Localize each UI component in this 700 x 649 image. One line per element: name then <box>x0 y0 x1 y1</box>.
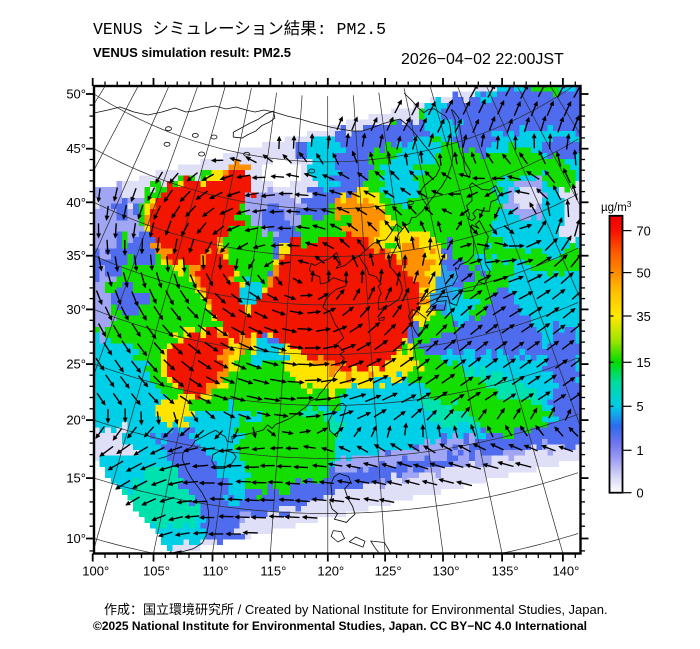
svg-text:35°: 35° <box>66 248 86 263</box>
svg-text:作成：国立環境研究所 / Created by Nation: 作成：国立環境研究所 / Created by National Institu… <box>104 602 608 617</box>
svg-text:20°: 20° <box>66 413 86 428</box>
svg-text:35: 35 <box>637 309 651 324</box>
svg-text:115°: 115° <box>260 564 286 579</box>
svg-text:50: 50 <box>637 265 651 280</box>
svg-text:45°: 45° <box>66 141 86 156</box>
svg-text:135°: 135° <box>492 564 519 579</box>
svg-text:VENUS simulation result: PM2.5: VENUS simulation result: PM2.5 <box>93 45 291 60</box>
svg-text:15: 15 <box>637 355 651 370</box>
svg-text:70: 70 <box>637 223 651 238</box>
svg-text:©2025 National Institute for E: ©2025 National Institute for Environment… <box>93 619 587 633</box>
svg-text:120°: 120° <box>317 564 344 579</box>
svg-text:110°: 110° <box>203 564 229 579</box>
svg-text:µg/m3: µg/m3 <box>601 199 632 214</box>
svg-text:50°: 50° <box>66 87 86 102</box>
svg-text:140°: 140° <box>552 564 579 579</box>
svg-text:1: 1 <box>637 443 644 458</box>
svg-text:100°: 100° <box>82 564 109 579</box>
svg-text:105°: 105° <box>143 564 170 579</box>
svg-text:30°: 30° <box>66 302 86 317</box>
svg-text:25°: 25° <box>66 357 86 372</box>
svg-text:40°: 40° <box>66 195 86 210</box>
svg-text:0: 0 <box>637 486 644 501</box>
svg-text:130°: 130° <box>433 564 460 579</box>
svg-text:5: 5 <box>637 399 644 414</box>
svg-text:2026−04−02 22:00JST: 2026−04−02 22:00JST <box>401 51 564 68</box>
svg-text:10°: 10° <box>66 531 86 546</box>
svg-text:VENUS シミュレーション結果: PM2.5: VENUS シミュレーション結果: PM2.5 <box>93 19 386 39</box>
svg-text:15°: 15° <box>66 471 86 486</box>
svg-text:125°: 125° <box>375 564 402 579</box>
